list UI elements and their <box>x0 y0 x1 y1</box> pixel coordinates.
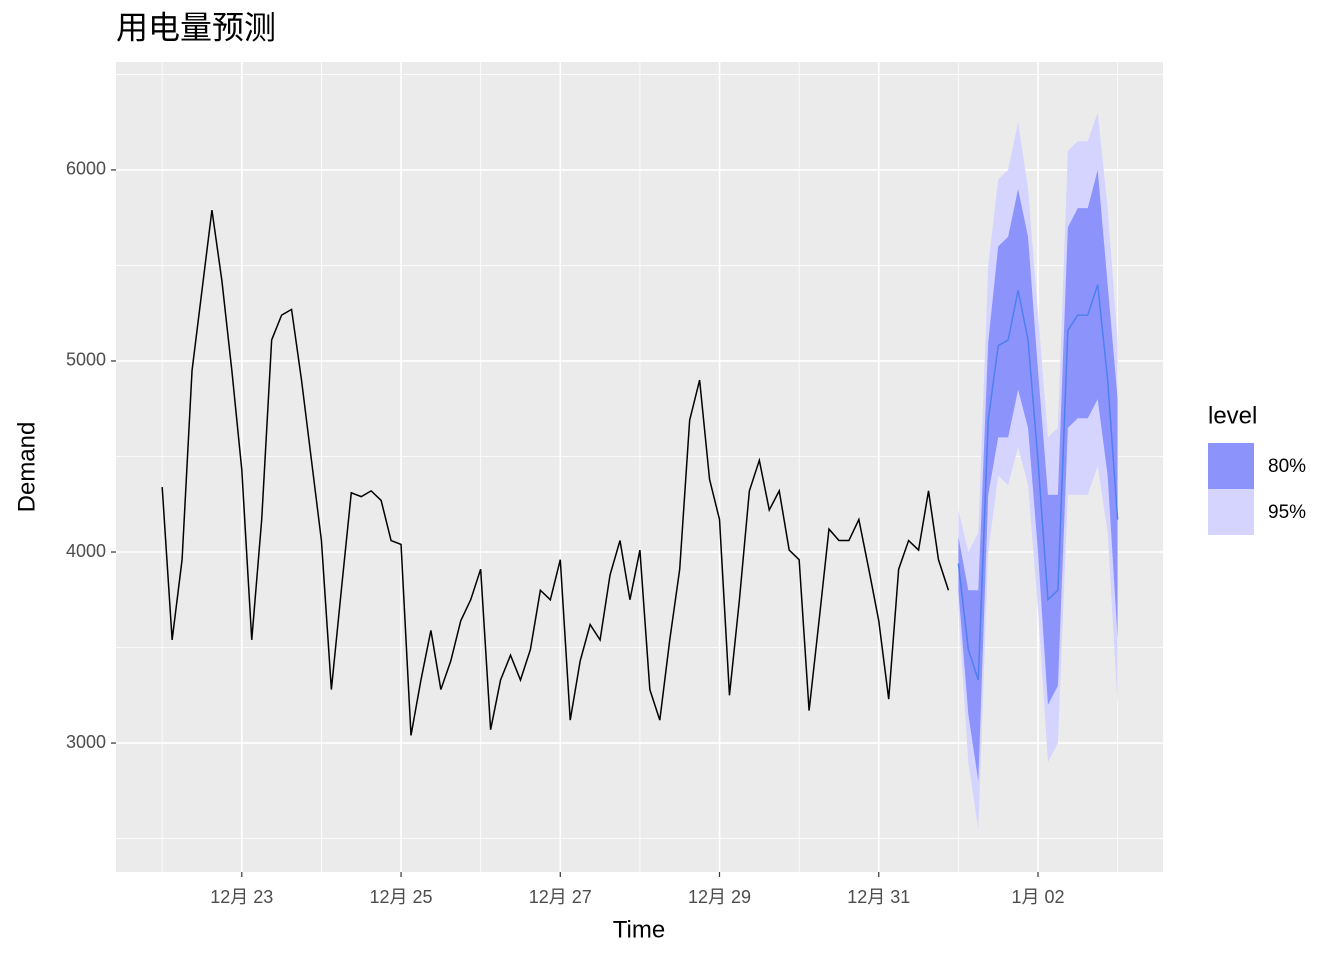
legend-label: 95% <box>1268 502 1306 523</box>
x-axis-title: Time <box>613 916 665 943</box>
y-axis-title: Demand <box>13 422 40 513</box>
legend-label: 80% <box>1268 456 1306 477</box>
legend-key <box>1208 443 1254 489</box>
series-line <box>957 284 1119 681</box>
y-tick-label: 4000 <box>66 541 106 561</box>
interval-band <box>958 169 1118 782</box>
y-tick-label: 3000 <box>66 732 106 752</box>
x-tick-label: 1月 02 <box>1011 887 1064 907</box>
legend-title: level <box>1208 402 1257 429</box>
chart-title: 用电量预测 <box>116 9 276 47</box>
x-tick-label: 12月 27 <box>529 887 592 907</box>
series-line <box>161 209 950 736</box>
y-tick-label: 6000 <box>66 159 106 179</box>
x-tick-label: 12月 25 <box>370 887 433 907</box>
x-tick-label: 12月 23 <box>210 887 273 907</box>
x-tick-label: 12月 29 <box>688 887 751 907</box>
legend-key <box>1208 489 1254 535</box>
x-tick-label: 12月 31 <box>847 887 910 907</box>
y-tick-label: 5000 <box>66 350 106 370</box>
